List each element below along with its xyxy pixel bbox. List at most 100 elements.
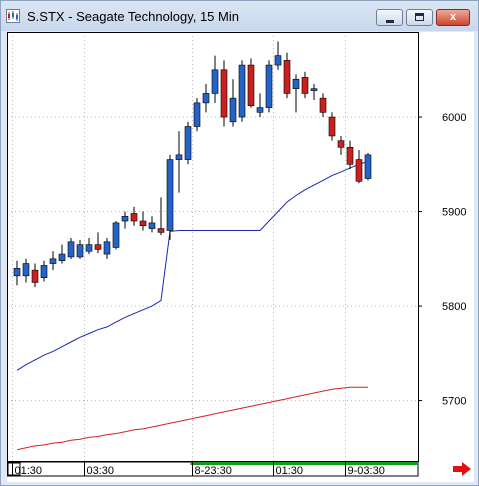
price-chart[interactable]: 6000 5900 5800 5700 01:30 03:30 8-23:30 01:30 9… (7, 32, 474, 482)
candle-body-up (184, 126, 192, 160)
red-indicator-line (16, 386, 368, 451)
candle-body-up (166, 159, 174, 231)
candle[interactable] (166, 154, 174, 240)
candle-body-down (130, 213, 138, 222)
candle[interactable] (139, 211, 147, 231)
candle[interactable] (31, 263, 39, 288)
window-title: S.STX - Seagate Technology, 15 Min (27, 9, 239, 24)
candle-body-up (22, 263, 30, 277)
title-bar[interactable]: S.STX - Seagate Technology, 15 Min x (1, 1, 478, 31)
candle[interactable] (58, 244, 66, 264)
candle-body-up (175, 154, 183, 160)
candle[interactable] (211, 55, 219, 103)
candle[interactable] (337, 135, 345, 155)
candle[interactable] (301, 71, 309, 99)
candle[interactable] (103, 238, 111, 259)
candle-body-up (58, 253, 66, 262)
time-tick-label: 01:30 (15, 465, 43, 477)
candle-body-down (139, 220, 147, 227)
candle[interactable] (310, 83, 318, 101)
candle-body-up (193, 102, 201, 127)
candle-body-down (94, 244, 102, 250)
candle[interactable] (184, 121, 192, 165)
candle[interactable] (94, 232, 102, 254)
minimize-button[interactable] (376, 9, 403, 26)
price-tick-label: 6000 (442, 112, 466, 124)
candle-body-up (211, 69, 219, 94)
candle[interactable] (157, 197, 165, 236)
candle-body-up (13, 267, 21, 277)
candle[interactable] (292, 74, 300, 113)
candle[interactable] (40, 260, 48, 282)
candle-body-down (346, 146, 354, 165)
chart-area[interactable]: 6000 5900 5800 5700 01:30 03:30 8-23:30 01:30 9… (7, 32, 474, 482)
candle-body-down (328, 116, 336, 137)
time-tick-label: 9-03:30 (348, 465, 385, 477)
candle-body-up (274, 55, 282, 66)
candle[interactable] (112, 221, 120, 250)
candle[interactable] (148, 216, 156, 233)
maximize-button[interactable] (406, 9, 433, 26)
candle[interactable] (346, 140, 354, 170)
candle[interactable] (121, 211, 129, 229)
candle-body-down (157, 228, 165, 233)
candle-body-down (301, 77, 309, 94)
candle-body-up (121, 215, 129, 222)
candle[interactable] (247, 58, 255, 108)
candle[interactable] (67, 238, 75, 259)
close-icon: x (449, 11, 457, 23)
candle-body-up (238, 64, 246, 118)
candle[interactable] (229, 79, 237, 127)
candle[interactable] (202, 83, 210, 113)
candle[interactable] (355, 150, 363, 184)
maximize-icon (415, 13, 424, 21)
blue-indicator-line (16, 161, 369, 371)
candle[interactable] (76, 239, 84, 259)
candle[interactable] (364, 152, 372, 181)
candle[interactable] (193, 98, 201, 132)
candle[interactable] (265, 60, 273, 113)
candle-body-down (31, 269, 39, 283)
chart-app-icon (6, 9, 20, 23)
candle-body-down (220, 69, 228, 118)
candle[interactable] (13, 260, 21, 286)
candle[interactable] (283, 52, 291, 99)
candle-body-up (364, 154, 372, 179)
candle-body-up (49, 258, 57, 264)
candle-body-up (67, 241, 75, 258)
scroll-right-arrow-icon[interactable] (453, 462, 471, 476)
candle-body-up (265, 64, 273, 108)
candle[interactable] (49, 251, 57, 271)
indicator-lines (16, 161, 369, 451)
candle[interactable] (256, 93, 264, 118)
candle-body-up (256, 107, 264, 113)
grid-lines (7, 32, 418, 462)
candle-body-up (112, 222, 120, 248)
candle-body-down (247, 64, 255, 107)
candle-body-up (229, 97, 237, 123)
candle[interactable] (328, 112, 336, 141)
minimize-icon (386, 20, 394, 23)
candle-body-up (85, 244, 93, 252)
candles[interactable] (13, 41, 372, 288)
candle[interactable] (130, 206, 138, 226)
candle[interactable] (175, 131, 183, 193)
price-tick-label: 5700 (442, 396, 466, 408)
time-tick-label: 03:30 (87, 465, 115, 477)
candle[interactable] (220, 60, 228, 127)
candle[interactable] (319, 93, 327, 118)
price-axis: 6000 5900 5800 5700 (418, 112, 466, 408)
price-tick-label: 5800 (442, 301, 466, 313)
time-scroll-handle[interactable] (7, 462, 21, 476)
candle[interactable] (274, 41, 282, 70)
candle[interactable] (85, 238, 93, 255)
price-tick-label: 5900 (442, 207, 466, 219)
time-range-indicator (190, 462, 418, 465)
candle-body-up (292, 78, 300, 90)
time-axis[interactable]: 01:30 03:30 8-23:30 01:30 9-03:30 (7, 461, 419, 477)
candle[interactable] (22, 258, 30, 283)
close-button[interactable]: x (436, 9, 470, 26)
candle-body-down (283, 60, 291, 94)
candle[interactable] (238, 60, 246, 122)
